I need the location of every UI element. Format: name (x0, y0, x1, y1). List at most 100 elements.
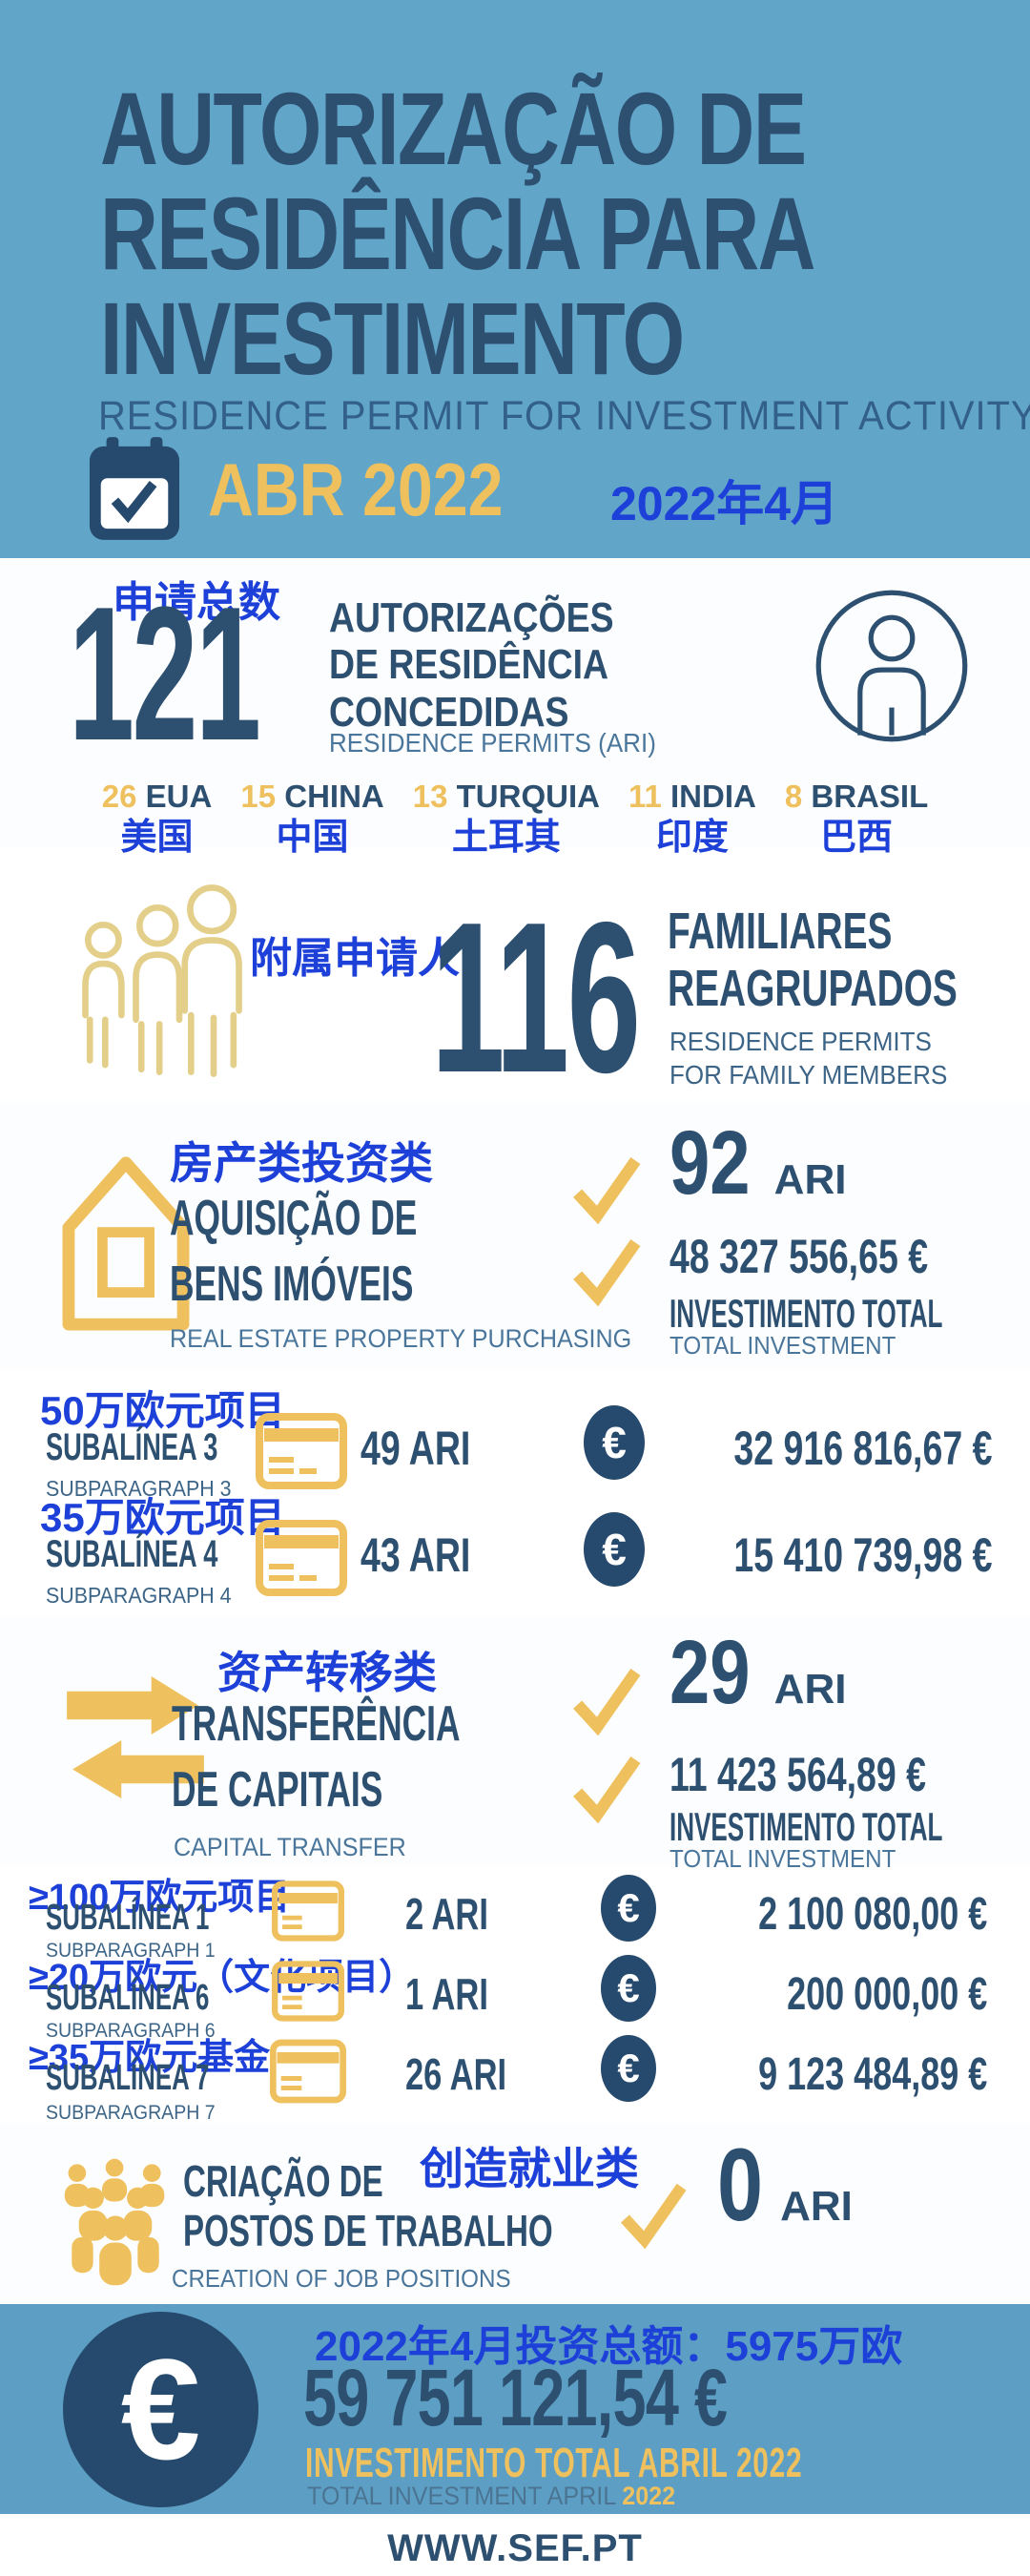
jobs-subtitle: CREATION OF JOB POSITIONS (172, 2264, 511, 2293)
country-name: TURQUIA (456, 779, 600, 814)
website-bar: WWW.SEF.PT (0, 2514, 1030, 2576)
country-name: EUA (145, 779, 213, 814)
country-item: 26 EUA 美国 (102, 779, 213, 858)
subrow-ari: 49 ARI (360, 1422, 471, 1475)
title-line-1: AUTORIZAÇÃO DE (100, 71, 807, 186)
real-estate-ari-stat: 92 ARI (670, 1118, 847, 1208)
euro-coin-icon: € (601, 1875, 656, 1942)
ari-unit: ARI (773, 1156, 847, 1203)
family-total-value: 116 (431, 877, 641, 1117)
ari-unit: ARI (773, 1666, 847, 1713)
subalinea-6-row: ≥20万欧元（文化项目） SUBALÍNEA 6 SUBPARAGRAPH 6 … (0, 1947, 1030, 2042)
subrow-name: SUBALÍNEA 7 (46, 2058, 210, 2098)
jobs-title-line-1: CRIAÇÃO DE (183, 2156, 383, 2206)
card-icon (256, 1413, 347, 1489)
footer-total-section: € 2022年4月投资总额：5975万欧 59 751 121,54 € INV… (0, 2304, 1030, 2514)
euro-coin-icon: € (584, 1512, 645, 1587)
subalinea-7-row: ≥35万欧元基金 SUBALÍNEA 7 SUBPARAGRAPH 7 26 A… (0, 2027, 1030, 2124)
real-estate-section: 房产类投资类 AQUISIÇÃO DE BENS IMÓVEIS REAL ES… (0, 1102, 1030, 1369)
real-estate-title: AQUISIÇÃO DE BENS IMÓVEIS (170, 1191, 418, 1312)
country-zh: 美国 (120, 817, 194, 858)
footer-label-en-prefix: TOTAL INVESTMENT APRIL (307, 2482, 623, 2510)
country-zh: 印度 (655, 817, 729, 858)
transfer-ari-stat: 29 ARI (670, 1622, 847, 1723)
footer-label-pt: INVESTIMENTO TOTAL ABRIL 2022 (305, 2440, 803, 2486)
investment-total-label: INVESTIMENTO TOTAL (670, 1804, 943, 1849)
card-icon (272, 1961, 344, 2022)
total-investment-sublabel: TOTAL INVESTMENT (670, 1331, 896, 1360)
title-line-3: INVESTIMENTO (100, 280, 685, 397)
total-investment-sublabel: TOTAL INVESTMENT (670, 1844, 896, 1873)
euro-coin-icon: € (584, 1405, 645, 1480)
ari-unit: ARI (780, 2183, 853, 2230)
subrow-sublabel: SUBPARAGRAPH 7 (46, 2102, 216, 2124)
country-name: INDIA (670, 779, 756, 814)
subrow-sublabel: SUBPARAGRAPH 1 (46, 1940, 216, 1962)
subrow-zh: 35万欧元项目 (40, 1495, 285, 1540)
permits-total-value: 121 (69, 568, 261, 780)
subrow-zh: 50万欧元项目 (40, 1388, 285, 1433)
subrow-zh: ≥100万欧元项目 (29, 1878, 291, 1918)
subrow-amount: 15 410 739,98 € (732, 1528, 992, 1582)
subrow-amount: 9 123 484,89 € (757, 2049, 987, 2100)
subrow-sublabel: SUBPARAGRAPH 3 (46, 1476, 232, 1501)
real-estate-subtitle: REAL ESTATE PROPERTY PURCHASING (170, 1324, 632, 1353)
subalinea-1-row: ≥100万欧元项目 SUBALÍNEA 1 SUBPARAGRAPH 1 2 A… (0, 1867, 1030, 1962)
family-group-icon (76, 883, 248, 1079)
permits-title: AUTORIZAÇÕES DE RESIDÊNCIA CONCEDIDAS (329, 594, 614, 736)
subrow-amount: 2 100 080,00 € (757, 1889, 987, 1940)
country-item: 13 TURQUIA 土耳其 (413, 779, 600, 858)
jobs-zh-annotation: 创造就业类 (420, 2144, 639, 2193)
subrow-sublabel: SUBPARAGRAPH 4 (46, 1583, 232, 1608)
country-item: 15 CHINA 中国 (240, 779, 383, 858)
subalinea-3-row: 50万欧元项目 SUBALÍNEA 3 SUBPARAGRAPH 3 49 AR… (0, 1379, 1030, 1501)
country-item: 8 BRASIL 巴西 (785, 779, 929, 858)
page-subtitle: RESIDENCE PERMIT FOR INVESTMENT ACTIVITY (98, 393, 1030, 439)
transfer-title: TRANSFERÊNCIA DE CAPITAIS (172, 1696, 461, 1818)
country-name: BRASIL (811, 779, 929, 814)
real-estate-subrows-section: 50万欧元项目 SUBALÍNEA 3 SUBPARAGRAPH 3 49 AR… (0, 1369, 1030, 1617)
country-zh: 巴西 (820, 817, 894, 858)
calendar-check-icon (88, 437, 181, 540)
check-icon (570, 1234, 643, 1306)
transfer-arrows-icon (55, 1676, 216, 1798)
family-subtitle: RESIDENCE PERMITS FOR FAMILY MEMBERS (670, 1027, 948, 1090)
subrow-amount: 32 916 816,67 € (732, 1422, 992, 1475)
card-icon (272, 1880, 344, 1942)
transfer-investment: 11 423 564,89 € (670, 1748, 927, 1801)
check-icon (570, 1152, 643, 1224)
real-estate-zh-annotation: 房产类投资类 (170, 1138, 433, 1188)
euro-coin-icon: € (601, 2035, 656, 2102)
ari-value: 0 (717, 2127, 764, 2242)
month-zh-annotation: 2022年4月 (610, 477, 839, 530)
check-icon (570, 1663, 643, 1735)
capital-transfer-section: 资产转移类 TRANSFERÊNCIA DE CAPITAIS CAPITAL … (0, 1617, 1030, 1873)
jobs-title-line-2: POSTOS DE TRABALHO (183, 2206, 553, 2255)
subrow-amount: 200 000,00 € (786, 1969, 987, 2020)
check-icon (570, 1751, 643, 1823)
ari-value: 29 (670, 1622, 751, 1723)
country-count: 11 (628, 779, 662, 814)
title-line-2: RESIDÊNCIA PARA (100, 176, 815, 292)
euro-coin-icon: € (601, 1955, 656, 2022)
real-estate-investment: 48 327 556,65 € (670, 1230, 929, 1283)
person-circle-icon (813, 587, 971, 745)
transfer-subtitle: CAPITAL TRANSFER (174, 1833, 406, 1861)
footer-label-en: TOTAL INVESTMENT APRIL 2022 (307, 2482, 703, 2511)
check-icon (618, 2178, 689, 2249)
country-zh: 中国 (276, 817, 349, 858)
capital-subrows-section: ≥100万欧元项目 SUBALÍNEA 1 SUBPARAGRAPH 1 2 A… (0, 1865, 1030, 2124)
transfer-zh-annotation: 资产转移类 (217, 1648, 437, 1697)
permits-zh-annotation: 申请总数 (113, 579, 280, 626)
country-zh: 土耳其 (451, 817, 561, 858)
website-url: WWW.SEF.PT (387, 2527, 643, 2569)
subrow-ari: 26 ARI (405, 2049, 507, 2099)
jobs-ari-stat: 0 ARI (717, 2127, 853, 2242)
subrow-zh: ≥20万欧元（文化项目） (29, 1958, 416, 1998)
subrow-name: SUBALÍNEA 6 (46, 1978, 210, 2018)
permits-section: 申请总数 121 AUTORIZAÇÕES DE RESIDÊNCIA CONC… (0, 558, 1030, 857)
card-icon (256, 1520, 347, 1596)
country-count: 15 (240, 779, 277, 814)
subrow-name: SUBALÍNEA 4 (46, 1533, 218, 1575)
